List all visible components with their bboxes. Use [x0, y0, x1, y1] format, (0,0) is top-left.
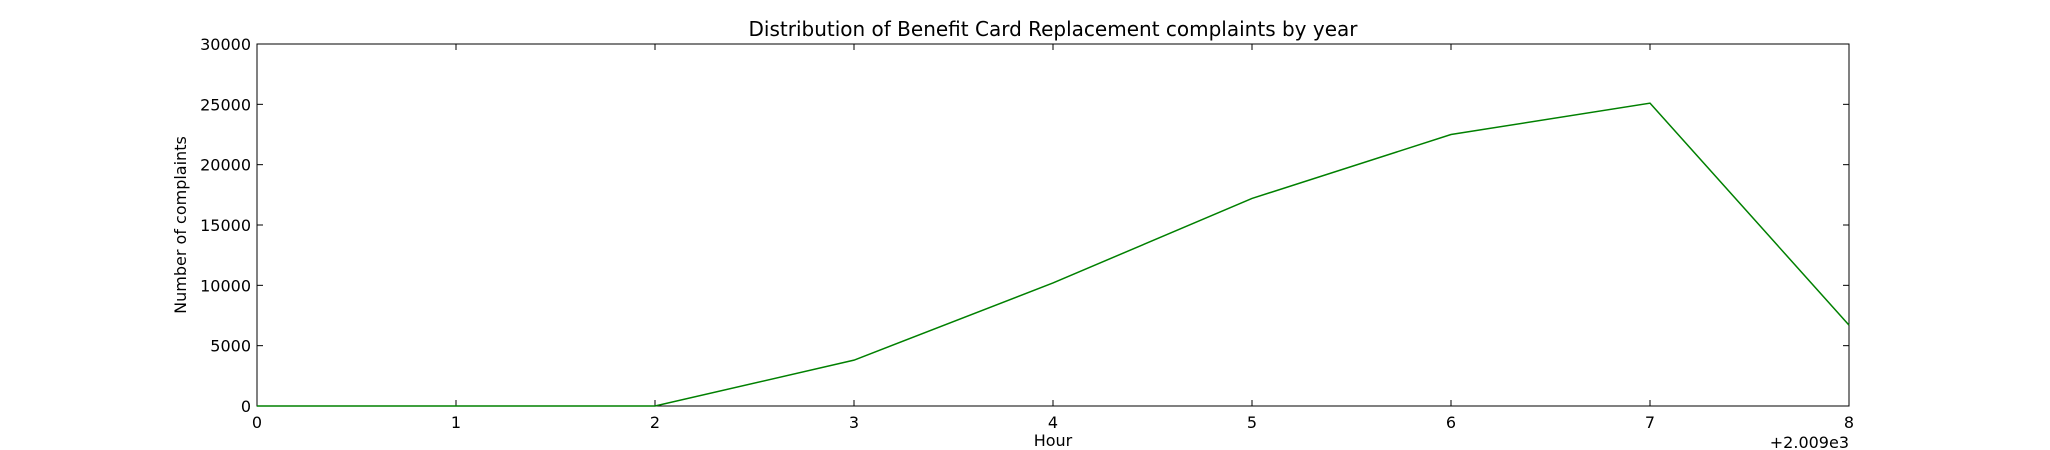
plot-frame	[256, 43, 1850, 407]
y-tick-label: 20000	[200, 156, 251, 175]
y-tick-label: 30000	[200, 35, 251, 54]
y-tick-label: 10000	[200, 276, 251, 295]
x-tick-label: 7	[1645, 413, 1655, 432]
y-tick-label: 15000	[200, 216, 251, 235]
x-axis-label: Hour	[1034, 431, 1073, 450]
chart-title: Distribution of Benefit Card Replacement…	[749, 17, 1359, 41]
x-tick-label: 6	[1446, 413, 1456, 432]
x-tick-label: 4	[1048, 413, 1058, 432]
x-tick-label: 2	[650, 413, 660, 432]
x-axis-offset-label: +2.009e3	[1770, 433, 1849, 450]
y-axis-label: Number of complaints	[171, 136, 190, 314]
y-tick-label: 5000	[210, 337, 251, 356]
x-tick-label: 5	[1247, 413, 1257, 432]
y-tick-label: 25000	[200, 95, 251, 114]
series-line	[257, 102, 1850, 407]
x-tick-label: 8	[1844, 413, 1854, 432]
plot-area: 0 1 2 3 4 5 6 7 8 0 5000 10000 15000 20000 25000 30000	[200, 35, 1854, 432]
x-tick-label: 0	[252, 413, 262, 432]
x-tick-label: 1	[451, 413, 461, 432]
x-tick-label: 3	[849, 413, 859, 432]
y-tick-label: 0	[241, 397, 251, 416]
